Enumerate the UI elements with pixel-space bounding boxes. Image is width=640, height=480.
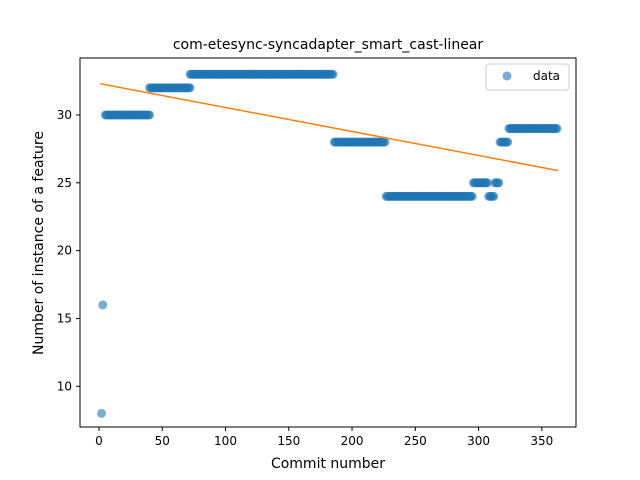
- x-tick-label: 150: [277, 434, 300, 448]
- x-tick-label: 200: [341, 434, 364, 448]
- x-axis-label: Commit number: [271, 456, 385, 472]
- y-axis-ticks: 10 15 20 25 30: [57, 108, 80, 393]
- legend-box: [485, 63, 570, 91]
- y-tick-label: 20: [57, 244, 72, 258]
- x-axis-ticks: 0 50 100 150 200 250 300 350: [95, 427, 553, 448]
- legend-label-data: data: [533, 69, 560, 83]
- x-tick-label: 250: [404, 434, 427, 448]
- data-point: [145, 110, 155, 120]
- data-point: [98, 300, 108, 310]
- x-tick-label: 0: [95, 434, 103, 448]
- plot-frame: [79, 57, 577, 428]
- data-point: [328, 69, 338, 79]
- legend: data: [485, 63, 570, 91]
- y-axis-label: Number of instance of a feature: [31, 131, 47, 355]
- data-point: [503, 137, 513, 147]
- x-tick-label: 300: [467, 434, 490, 448]
- chart-title: com-etesync-syncadapter_smart_cast-linea…: [173, 37, 484, 53]
- fit-line-layer: [100, 83, 559, 172]
- x-tick-label: 350: [530, 434, 553, 448]
- data-point: [185, 83, 195, 93]
- x-tick-label: 100: [214, 434, 237, 448]
- data-point: [552, 124, 562, 134]
- y-tick-label: 30: [57, 108, 72, 122]
- data-point: [97, 408, 107, 418]
- fit-line: [100, 83, 559, 172]
- y-tick-label: 25: [57, 176, 72, 190]
- data-points: [97, 69, 562, 418]
- y-tick-label: 10: [57, 379, 72, 393]
- data-point: [467, 191, 477, 201]
- legend-marker-data: [502, 71, 512, 81]
- y-tick-label: 15: [57, 311, 72, 325]
- data-point: [482, 178, 492, 188]
- data-point: [494, 178, 504, 188]
- x-tick-label: 50: [155, 434, 170, 448]
- data-point: [380, 137, 390, 147]
- data-point: [489, 191, 499, 201]
